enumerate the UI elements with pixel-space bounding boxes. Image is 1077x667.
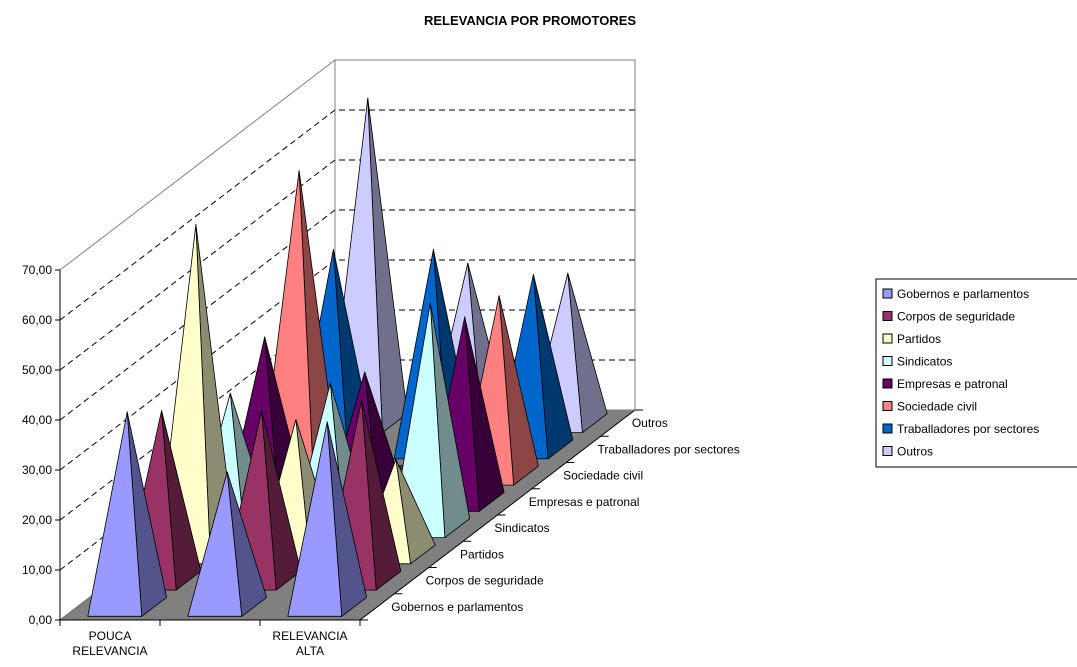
legend-label: Corpos de seguridade xyxy=(897,310,1015,324)
pyramid-front xyxy=(187,471,243,617)
legend-label: Sindicatos xyxy=(897,355,952,369)
legend-label: Gobernos e parlamentos xyxy=(897,287,1029,301)
z-tick-label: Sindicatos xyxy=(494,521,549,535)
legend-label: Partidos xyxy=(897,332,941,346)
z-tick-label: Partidos xyxy=(460,547,504,561)
gridline xyxy=(59,109,635,321)
pyramid xyxy=(87,411,168,617)
z-tick-label: Empresas e patronal xyxy=(529,495,640,509)
legend-label: Traballadores por sectores xyxy=(897,422,1039,436)
pyramid-front xyxy=(87,411,143,617)
gridline xyxy=(59,209,635,421)
pyramid xyxy=(187,471,268,617)
legend-swatch xyxy=(882,288,893,299)
y-tick-label: 50,00 xyxy=(22,363,52,377)
z-tick-label: Sociedade civil xyxy=(563,469,643,483)
legend-box xyxy=(875,278,1077,468)
legend: Gobernos e parlamentos Corpos de segurida… xyxy=(875,278,1077,468)
gridline xyxy=(59,309,635,521)
pyramid xyxy=(287,421,368,617)
z-tick-label: Corpos de seguridade xyxy=(426,574,544,588)
y-tick-label: 0,00 xyxy=(29,613,53,627)
legend-label: Empresas e patronal xyxy=(897,377,1008,391)
x-tick-label: RELEVANCIA xyxy=(272,629,347,643)
z-tick-label: Traballadores por sectores xyxy=(597,442,739,456)
legend-swatch xyxy=(882,378,893,389)
y-tick-label: 70,00 xyxy=(22,263,52,277)
legend-swatch xyxy=(882,446,893,456)
gridline xyxy=(59,159,635,371)
x-tick-label: POUCA xyxy=(89,629,132,643)
y-tick-label: 20,00 xyxy=(22,513,52,527)
chart-title: RELEVANCIA POR PROMOTORES xyxy=(424,13,636,28)
y-tick-label: 10,00 xyxy=(22,563,52,577)
chart-marks xyxy=(87,97,608,617)
x-tick-label: ALTA xyxy=(296,644,324,658)
z-tick-label: Outros xyxy=(632,416,668,430)
legend-swatch xyxy=(882,356,893,366)
y-tick-label: 40,00 xyxy=(22,413,52,427)
legend-label: Outros xyxy=(897,445,933,459)
x-tick-label: RELEVANCIA xyxy=(72,644,147,658)
legend-swatch xyxy=(882,423,893,434)
legend-swatch xyxy=(882,311,893,321)
axis-labels: 0,00 10,00 20,00 30,00 40,00 50,00 60,00 70,00 P… xyxy=(22,263,740,658)
legend-swatch xyxy=(882,401,893,411)
legend-label: Sociedade civil xyxy=(897,400,977,414)
z-tick-label: Gobernos e parlamentos xyxy=(391,600,523,614)
y-tick-label: 60,00 xyxy=(22,313,52,327)
y-tick-label: 30,00 xyxy=(22,463,52,477)
gridline xyxy=(59,259,635,471)
pyramid-front xyxy=(287,421,343,617)
legend-swatch xyxy=(882,333,893,344)
